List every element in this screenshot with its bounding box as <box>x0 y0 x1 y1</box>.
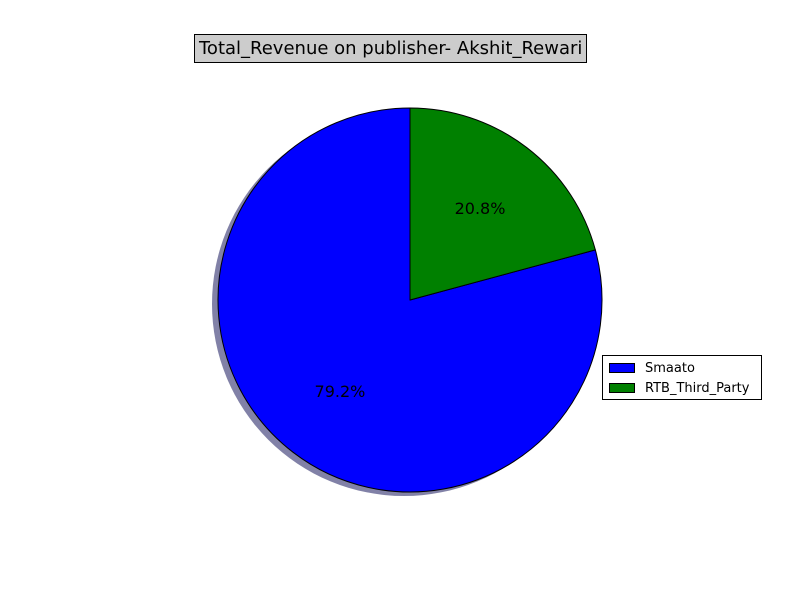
legend-item-smaato: Smaato <box>609 359 695 377</box>
legend-label-rtb-third-party: RTB_Third_Party <box>645 380 750 396</box>
pie-slices <box>217 107 603 493</box>
pie-label-rtb-third-party: 20.8% <box>455 199 506 218</box>
legend-swatch-smaato <box>609 363 635 373</box>
pie-slice-rtb-third-party <box>409 107 596 301</box>
pie-labels: 79.2% 20.8% <box>315 199 506 401</box>
legend-item-rtb-third-party: RTB_Third_Party <box>609 379 749 397</box>
legend: Smaato RTB_Third_Party <box>602 355 762 400</box>
chart-title: Total_Revenue on publisher- Akshit_Rewar… <box>194 34 588 63</box>
legend-swatch-rtb-third-party <box>609 383 635 393</box>
legend-label-smaato: Smaato <box>645 360 695 376</box>
pie-label-smaato: 79.2% <box>315 382 366 401</box>
